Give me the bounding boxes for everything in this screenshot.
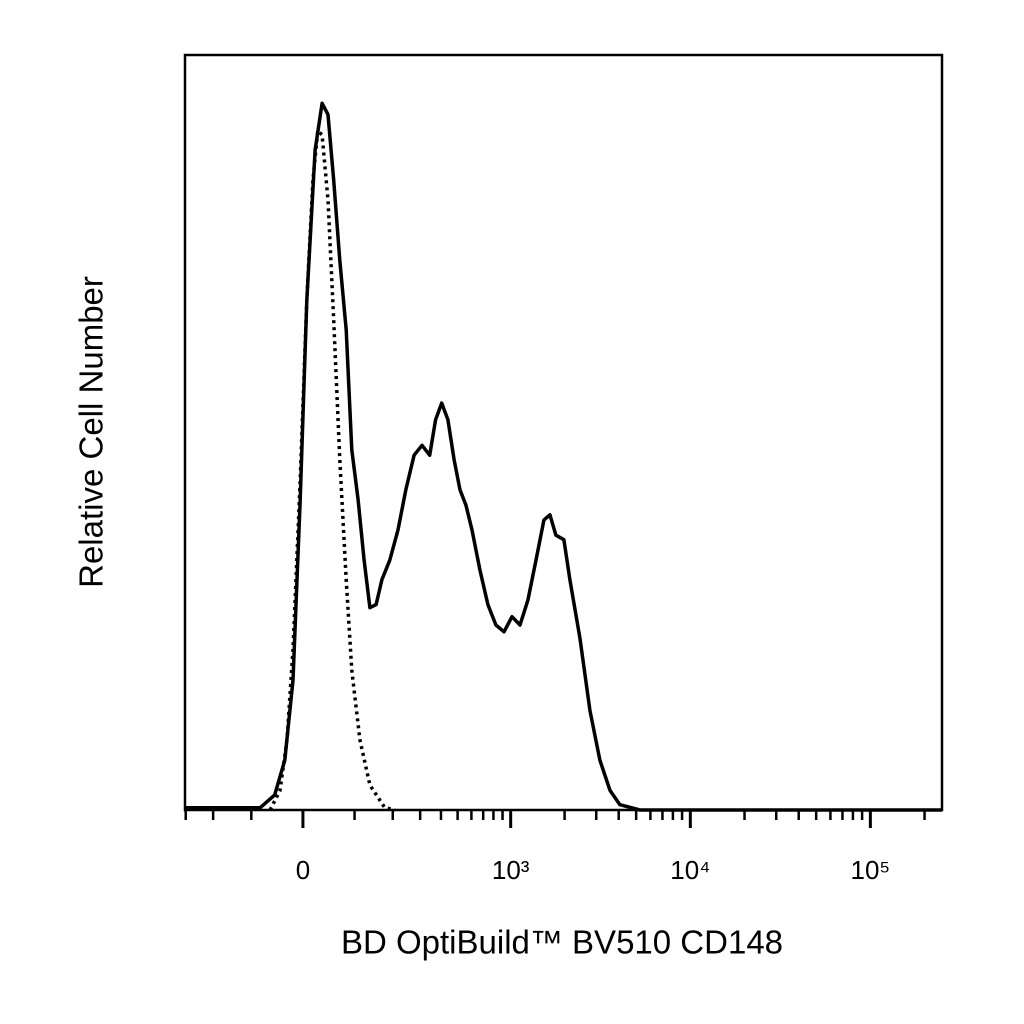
y-axis-title: Relative Cell Number (73, 276, 110, 588)
line-series (185, 101, 942, 812)
x-tick-label: 0 (296, 855, 310, 885)
x-tick-label: 10⁵ (851, 855, 891, 885)
line-series (268, 128, 396, 812)
x-tick-label: 10³ (492, 855, 530, 885)
plot-frame (183, 53, 944, 812)
x-tick-label: 10⁴ (670, 855, 710, 885)
x-axis-title: BD OptiBuild™ BV510 CD148 (341, 924, 783, 961)
